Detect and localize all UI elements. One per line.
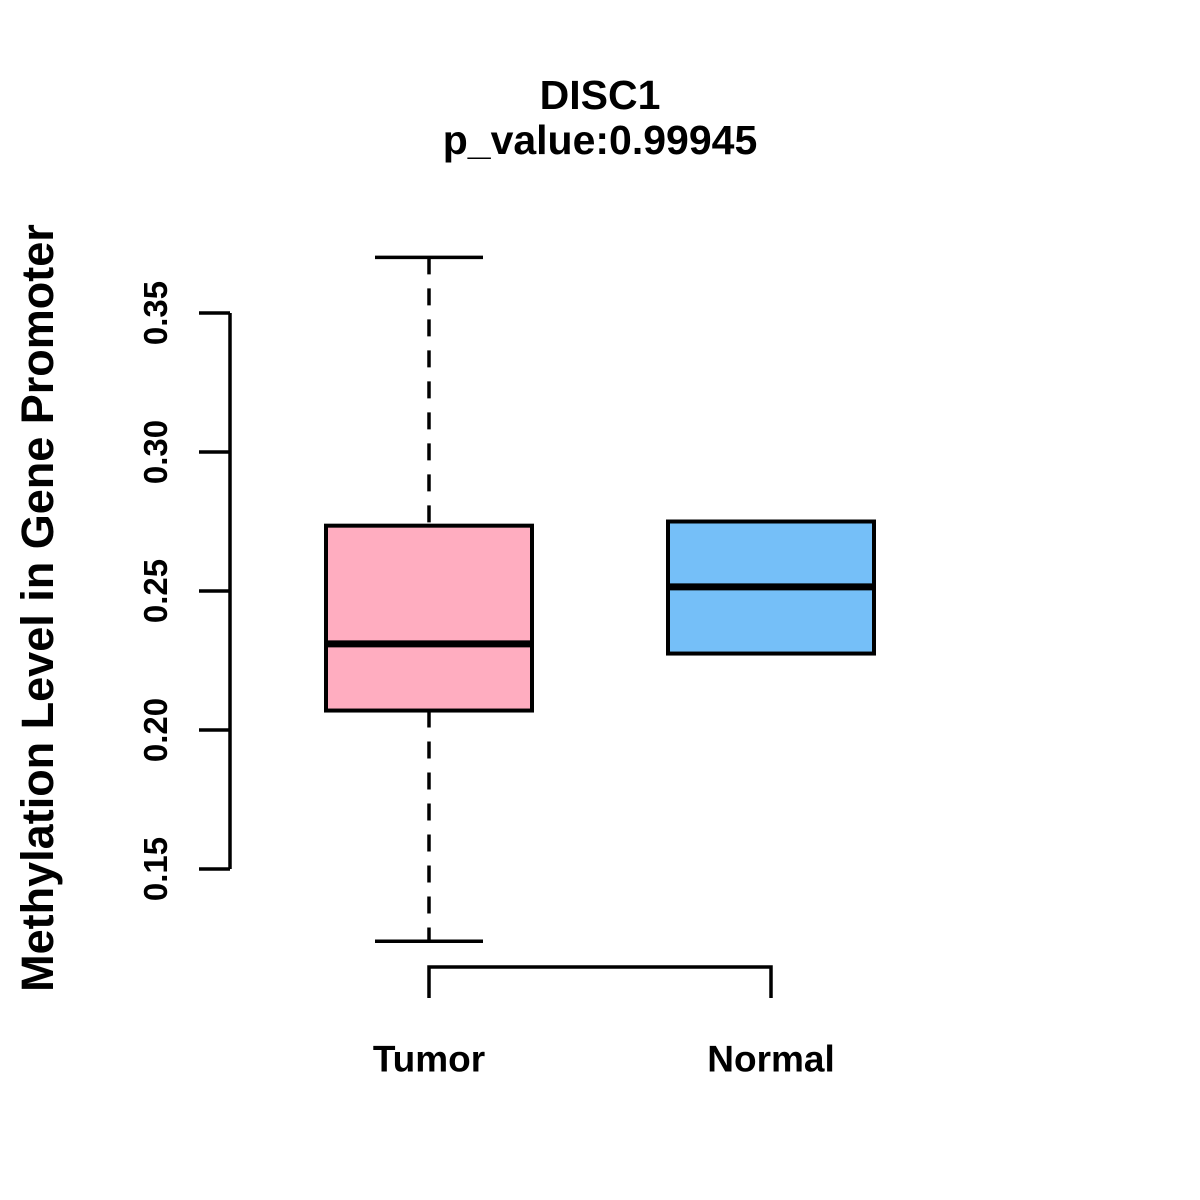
y-tick-label: 0.30 xyxy=(137,420,174,484)
x-category-label-tumor: Tumor xyxy=(373,1039,485,1080)
y-tick-label: 0.25 xyxy=(137,559,174,623)
y-tick-label: 0.15 xyxy=(137,837,174,901)
y-tick-label: 0.35 xyxy=(137,281,174,345)
chart-subtitle: p_value:0.99945 xyxy=(442,117,758,163)
chart-title: DISC1 xyxy=(539,72,661,118)
x-category-label-normal: Normal xyxy=(707,1039,834,1080)
y-tick-label: 0.20 xyxy=(137,698,174,762)
x-axis-bracket xyxy=(427,965,773,998)
box-tumor xyxy=(324,523,534,713)
